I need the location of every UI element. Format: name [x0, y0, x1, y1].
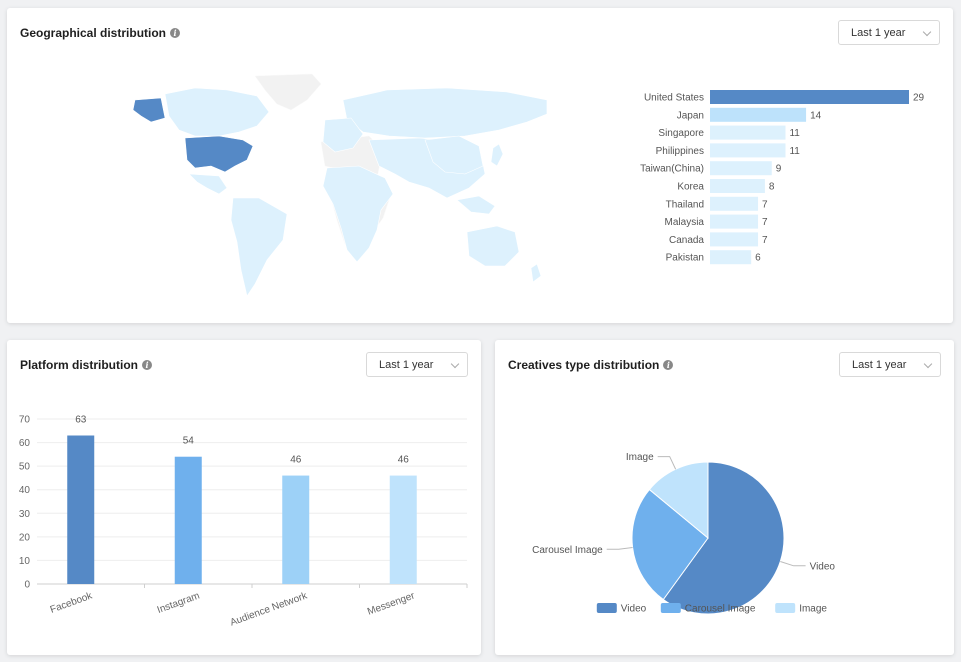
geo-period-dropdown[interactable]: Last 1 year — [838, 20, 940, 45]
info-icon[interactable]: i — [663, 360, 674, 370]
geo-category-label: Pakistan — [666, 253, 704, 264]
geo-value-label: 11 — [789, 146, 800, 157]
geo-value-label: 11 — [789, 128, 800, 139]
platform-value-label: 63 — [75, 415, 87, 426]
geo-value-label: 14 — [810, 110, 822, 121]
geo-bar-chart: United States 29 Japan 14 Singapore 11 Philipp… — [640, 90, 925, 265]
creatives-period-value: Last 1 year — [852, 358, 907, 371]
geo-bar — [710, 196, 759, 211]
geo-title-text: Geographical distribution — [20, 26, 167, 40]
pie-leader-line — [780, 561, 806, 567]
platform-value-label: 46 — [398, 455, 410, 466]
creatives-pie-chart: Video Carousel Image Image Video Carousel Im… — [532, 452, 836, 615]
x-tick-label: Audience Network — [229, 590, 310, 628]
geo-value-label: 9 — [776, 164, 782, 175]
platform-bar — [282, 475, 310, 584]
geo-bar — [710, 232, 759, 247]
geo-bar — [710, 125, 786, 140]
platform-bar — [174, 456, 202, 584]
y-tick-label: 20 — [19, 532, 31, 543]
legend-swatch — [775, 603, 796, 613]
chevron-down-icon — [450, 359, 460, 369]
x-tick-label: Messenger — [366, 590, 417, 617]
y-tick-label: 40 — [19, 485, 31, 496]
geo-bar — [710, 143, 786, 158]
y-tick-label: 30 — [19, 509, 31, 520]
platform-bar — [389, 475, 417, 584]
geo-value-label: 29 — [913, 93, 925, 104]
geo-category-label: United States — [644, 93, 704, 104]
geo-category-label: Singapore — [658, 128, 704, 139]
info-icon[interactable]: i — [142, 360, 152, 370]
geo-value-label: 6 — [755, 253, 761, 264]
y-tick-label: 10 — [19, 556, 31, 567]
platform-bar-chart: 0 10 20 30 40 50 60 70 63 Facebook 54 Instagram 46 Au… — [19, 415, 468, 629]
chevron-down-icon — [922, 27, 932, 37]
pie-label: Image — [626, 452, 654, 463]
platform-title-text: Platform distribution — [20, 358, 138, 372]
pie-slice — [631, 488, 709, 601]
geo-card: Geographical distribution i Last 1 year — [7, 8, 953, 323]
geo-bar — [710, 90, 909, 104]
geo-value-label: 7 — [762, 199, 768, 210]
geo-category-label: Taiwan(China) — [640, 164, 704, 175]
geo-value-label: 7 — [762, 217, 768, 228]
platform-card: Platform distribution i Last 1 year 0 10 2… — [7, 340, 481, 655]
legend-label: Image — [799, 604, 827, 615]
chevron-down-icon — [923, 359, 933, 369]
geo-category-label: Thailand — [666, 199, 704, 210]
legend-label: Carousel Image — [685, 604, 756, 615]
y-tick-label: 0 — [24, 580, 30, 591]
creatives-period-dropdown[interactable]: Last 1 year — [839, 352, 941, 377]
platform-value-label: 46 — [290, 455, 302, 466]
geo-bar — [710, 161, 772, 176]
creatives-title: Creatives type distribution i — [508, 358, 674, 372]
legend-label: Video — [621, 604, 647, 615]
platform-bar — [67, 435, 95, 584]
x-tick-label: Instagram — [156, 590, 202, 616]
geo-bar — [710, 179, 765, 193]
world-map — [132, 73, 548, 297]
geo-bar — [710, 107, 807, 122]
pie-leader-line — [606, 547, 633, 550]
platform-period-dropdown[interactable]: Last 1 year — [366, 352, 468, 377]
creatives-card: Creatives type distribution i Last 1 yea… — [495, 340, 954, 655]
pie-leader-line — [657, 456, 677, 470]
legend-swatch — [596, 603, 617, 613]
y-tick-label: 60 — [19, 438, 31, 449]
platform-period-value: Last 1 year — [379, 358, 434, 371]
geo-title: Geographical distribution i — [20, 26, 181, 40]
creatives-title-text: Creatives type distribution — [508, 358, 660, 372]
geo-value-label: 8 — [769, 182, 775, 193]
pie-label: Carousel Image — [532, 545, 603, 556]
pie-slice — [648, 461, 709, 540]
geo-category-label: Canada — [669, 235, 704, 246]
geo-category-label: Japan — [677, 110, 704, 121]
y-tick-label: 50 — [19, 462, 31, 473]
geo-value-label: 7 — [762, 235, 768, 246]
pie-label: Video — [810, 561, 836, 572]
y-tick-label: 70 — [19, 415, 31, 426]
platform-value-label: 54 — [183, 436, 195, 447]
geo-bar — [710, 214, 759, 229]
geo-bar — [710, 250, 752, 265]
platform-title: Platform distribution i — [20, 358, 152, 372]
legend-swatch — [660, 603, 681, 613]
geo-category-label: Malaysia — [665, 217, 705, 228]
geo-category-label: Korea — [677, 182, 704, 193]
geo-period-value: Last 1 year — [851, 26, 906, 39]
x-tick-label: Facebook — [49, 590, 95, 616]
info-icon[interactable]: i — [170, 28, 181, 38]
geo-category-label: Philippines — [656, 146, 704, 157]
